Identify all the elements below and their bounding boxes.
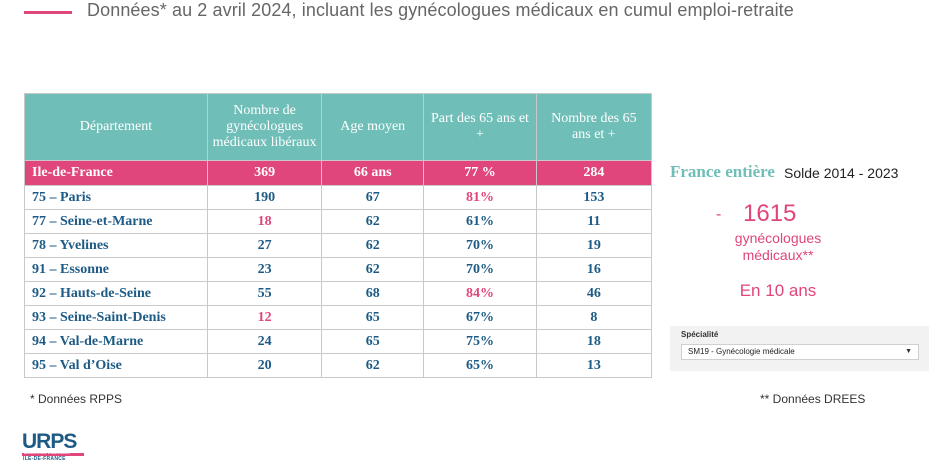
logo-line1: MÉDECINS LIBÉRAUX bbox=[24, 450, 71, 455]
cell-age: 66 ans bbox=[321, 160, 425, 186]
table-row: 78 – Yvelines 27 62 70% 19 bbox=[24, 233, 653, 258]
table-row: 95 – Val d’Oise 20 62 65% 13 bbox=[24, 353, 653, 378]
table-row: 94 – Val-de-Marne 24 65 75% 18 bbox=[24, 329, 653, 354]
cell-n65: 13 bbox=[535, 353, 653, 378]
france-subtitle: Solde 2014 - 2023 bbox=[784, 165, 899, 181]
cell-n65: 153 bbox=[535, 185, 653, 210]
col-header-departement: Département bbox=[24, 93, 208, 161]
cell-share: 61% bbox=[423, 209, 537, 234]
page-subtitle: Données* au 2 avril 2024, incluant les g… bbox=[87, 0, 794, 20]
col-header-age: Age moyen bbox=[321, 93, 425, 161]
cell-dep: 78 – Yvelines bbox=[24, 233, 208, 258]
cell-age: 68 bbox=[321, 281, 425, 306]
cell-n65: 46 bbox=[535, 281, 653, 306]
cell-share: 65% bbox=[423, 353, 537, 378]
cell-count: 18 bbox=[206, 209, 323, 234]
table-row: 92 – Hauts-de-Seine 55 68 84% 46 bbox=[24, 281, 653, 306]
cell-count: 24 bbox=[206, 329, 323, 354]
france-label: gynécologues médicaux** bbox=[713, 230, 843, 264]
cell-dep: 95 – Val d’Oise bbox=[24, 353, 208, 378]
cell-dep: 77 – Seine-et-Marne bbox=[24, 209, 208, 234]
cell-age: 65 bbox=[321, 329, 425, 354]
footnote-rpps: * Données RPPS bbox=[30, 392, 123, 406]
cell-age: 65 bbox=[321, 305, 425, 330]
specialty-filter-label: Spécialité bbox=[681, 330, 719, 339]
col-header-count: Nombre de gynécologues médicaux libéraux bbox=[206, 93, 323, 161]
table-row: 91 – Essonne 23 62 70% 16 bbox=[24, 257, 653, 282]
footnote-drees: ** Données DREES bbox=[760, 392, 866, 406]
cell-share: 70% bbox=[423, 233, 537, 258]
cell-share: 70% bbox=[423, 257, 537, 282]
cell-count: 12 bbox=[206, 305, 323, 330]
cell-count: 55 bbox=[206, 281, 323, 306]
france-sign: - bbox=[716, 206, 722, 223]
cell-count: 20 bbox=[206, 353, 323, 378]
table-row: 93 – Seine-Saint-Denis 12 65 67% 8 bbox=[24, 305, 653, 330]
cell-age: 67 bbox=[321, 185, 425, 210]
cell-share: 81% bbox=[423, 185, 537, 210]
cell-dep: 91 – Essonne bbox=[24, 257, 208, 282]
cell-share: 67% bbox=[423, 305, 537, 330]
title-accent-bar bbox=[24, 11, 72, 14]
cell-dep: 75 – Paris bbox=[24, 185, 208, 210]
caret-down-icon: ▼ bbox=[905, 348, 912, 355]
cell-n65: 8 bbox=[535, 305, 653, 330]
logo-wordmark: URPS bbox=[22, 430, 77, 453]
cell-n65: 16 bbox=[535, 257, 653, 282]
cell-dep: 92 – Hauts-de-Seine bbox=[24, 281, 208, 306]
france-period: En 10 ans bbox=[739, 281, 817, 300]
urps-logo: URPS MÉDECINS LIBÉRAUX ILE-DE-FRANCE bbox=[22, 430, 92, 462]
cell-count: 23 bbox=[206, 257, 323, 282]
france-label-line1: gynécologues bbox=[734, 230, 822, 246]
cell-age: 62 bbox=[321, 209, 425, 234]
cell-age: 62 bbox=[321, 233, 425, 258]
cell-n65: 284 bbox=[535, 160, 653, 186]
department-table: Département Nombre de gynécologues médic… bbox=[24, 93, 653, 378]
table-row: 77 – Seine-et-Marne 18 62 61% 11 bbox=[24, 209, 653, 234]
cell-count: 190 bbox=[206, 185, 323, 210]
cell-age: 62 bbox=[321, 353, 425, 378]
region-row: Ile-de-France 369 66 ans 77 % 284 bbox=[24, 160, 653, 186]
logo-bar bbox=[22, 453, 84, 456]
france-label-line2: médicaux** bbox=[742, 247, 814, 263]
cell-n65: 11 bbox=[535, 209, 653, 234]
cell-count: 369 bbox=[206, 160, 323, 186]
specialty-filter: Spécialité SM19 - Gynécologie médicale ▼ bbox=[670, 326, 929, 371]
cell-share: 75% bbox=[423, 329, 537, 354]
cell-n65: 19 bbox=[535, 233, 653, 258]
cell-share: 84% bbox=[423, 281, 537, 306]
specialty-select-value: SM19 - Gynécologie médicale bbox=[688, 347, 795, 356]
cell-dep: Ile-de-France bbox=[24, 160, 208, 186]
specialty-select[interactable]: SM19 - Gynécologie médicale ▼ bbox=[681, 344, 919, 360]
col-header-share: Part des 65 ans et + bbox=[423, 93, 537, 161]
logo-line2: ILE-DE-FRANCE bbox=[23, 456, 66, 462]
col-header-n65: Nombre des 65 ans et + bbox=[535, 93, 653, 161]
france-title: France entière bbox=[670, 162, 775, 181]
france-value: 1615 bbox=[743, 200, 797, 227]
cell-age: 62 bbox=[321, 257, 425, 282]
cell-dep: 93 – Seine-Saint-Denis bbox=[24, 305, 208, 330]
cell-count: 27 bbox=[206, 233, 323, 258]
cell-n65: 18 bbox=[535, 329, 653, 354]
cell-dep: 94 – Val-de-Marne bbox=[24, 329, 208, 354]
table-row: 75 – Paris 190 67 81% 153 bbox=[24, 185, 653, 210]
table-header-row: Département Nombre de gynécologues médic… bbox=[24, 93, 653, 161]
cell-share: 77 % bbox=[423, 160, 537, 186]
